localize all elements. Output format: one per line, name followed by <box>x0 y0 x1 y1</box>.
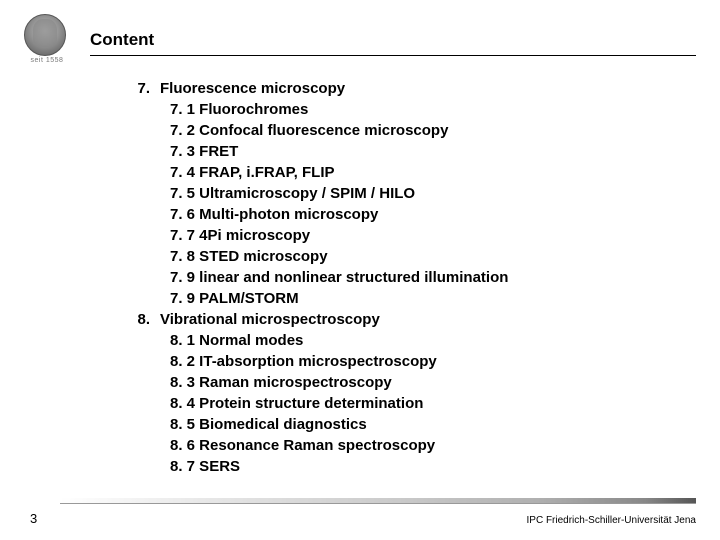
logo-caption: seit 1558 <box>24 57 70 64</box>
sub-item: 8. 6 Resonance Raman spectroscopy <box>170 435 680 456</box>
sub-item: 7. 9 PALM/STORM <box>170 288 680 309</box>
footer: 3 IPC Friedrich-Schiller-Universität Jen… <box>0 498 720 526</box>
sub-list: 7. 1 Fluorochromes 7. 2 Confocal fluores… <box>170 99 680 309</box>
sub-item: 7. 9 linear and nonlinear structured ill… <box>170 267 680 288</box>
header-divider <box>90 55 696 56</box>
logo-seal <box>24 14 66 56</box>
sub-item: 8. 7 SERS <box>170 456 680 477</box>
footer-gradient-bar <box>60 498 696 504</box>
sub-item: 7. 2 Confocal fluorescence microscopy <box>170 120 680 141</box>
sub-item: 7. 4 FRAP, i.FRAP, FLIP <box>170 162 680 183</box>
sub-item: 7. 6 Multi-photon microscopy <box>170 204 680 225</box>
section-title: Fluorescence microscopy <box>160 78 680 99</box>
page-title: Content <box>90 30 154 50</box>
sub-item: 7. 7 4Pi microscopy <box>170 225 680 246</box>
sub-item: 8. 3 Raman microspectroscopy <box>170 372 680 393</box>
page-number: 3 <box>30 511 37 526</box>
sub-item: 8. 5 Biomedical diagnostics <box>170 414 680 435</box>
sub-item: 8. 2 IT-absorption microspectroscopy <box>170 351 680 372</box>
content-list: 7. Fluorescence microscopy 7. 1 Fluoroch… <box>130 78 680 477</box>
section-row: 7. Fluorescence microscopy <box>130 78 680 99</box>
sub-item: 8. 1 Normal modes <box>170 330 680 351</box>
footer-org: IPC Friedrich-Schiller-Universität Jena <box>527 515 697 526</box>
sub-item: 7. 3 FRET <box>170 141 680 162</box>
university-logo: seit 1558 <box>24 14 70 60</box>
section-title: Vibrational microspectroscopy <box>160 309 680 330</box>
section-number: 7. <box>130 78 160 99</box>
section-number: 8. <box>130 309 160 330</box>
sub-list: 8. 1 Normal modes 8. 2 IT-absorption mic… <box>170 330 680 477</box>
sub-item: 8. 4 Protein structure determination <box>170 393 680 414</box>
sub-item: 7. 5 Ultramicroscopy / SPIM / HILO <box>170 183 680 204</box>
section-row: 8. Vibrational microspectroscopy <box>130 309 680 330</box>
sub-item: 7. 8 STED microscopy <box>170 246 680 267</box>
sub-item: 7. 1 Fluorochromes <box>170 99 680 120</box>
